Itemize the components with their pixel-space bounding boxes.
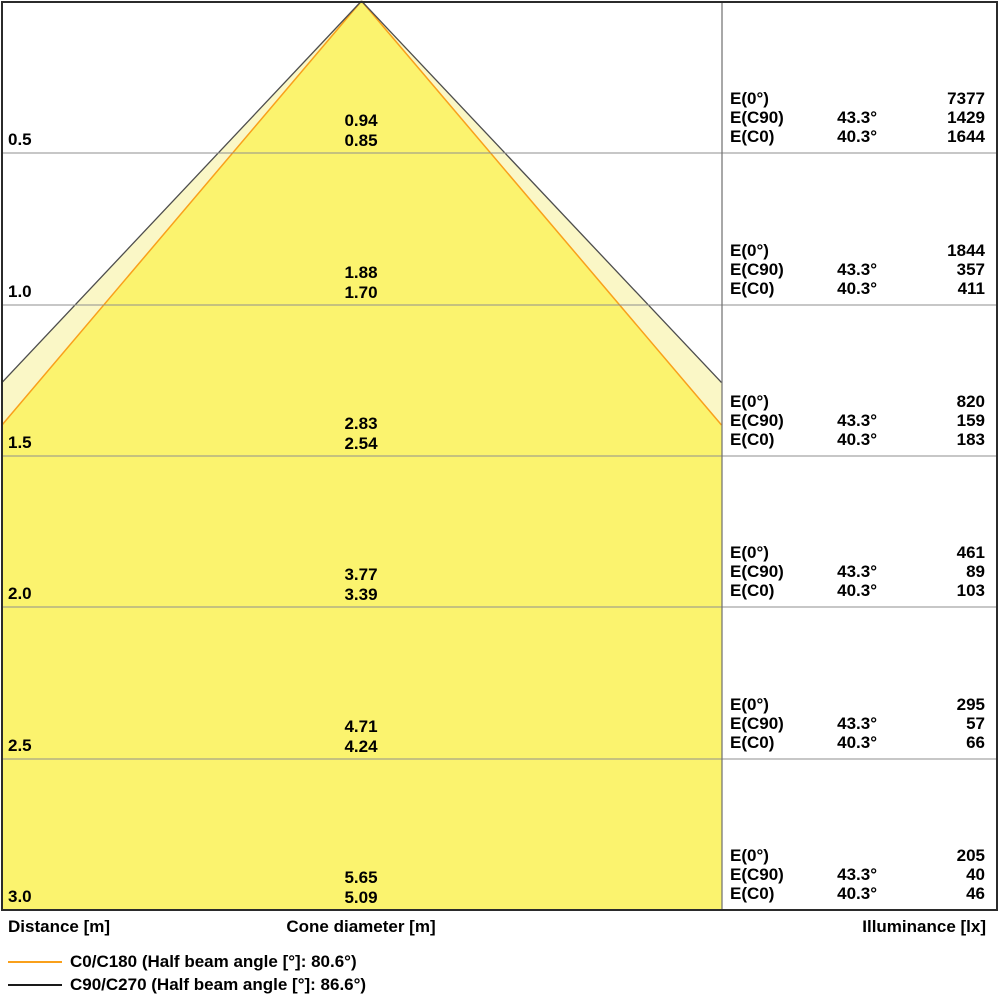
distance-tick: 1.0 xyxy=(8,282,32,301)
ec90-value: 1429 xyxy=(947,108,985,127)
ec0-label: E(C0) xyxy=(730,733,775,752)
ec0-value: 411 xyxy=(957,279,985,298)
e0-label: E(0°) xyxy=(730,392,769,411)
ec0-label: E(C0) xyxy=(730,279,775,298)
cone-inner-fill xyxy=(2,1,722,909)
ec0-label: E(C0) xyxy=(730,581,775,600)
ec0-angle: 40.3° xyxy=(837,127,877,146)
distance-tick: 2.0 xyxy=(8,584,32,603)
c90-line-swatch xyxy=(8,984,62,986)
cone-diameter-values: 0.94 0.85 xyxy=(236,111,486,150)
ec0-label: E(C0) xyxy=(730,430,775,449)
ec90-value: 357 xyxy=(956,260,985,279)
ec90-value: 159 xyxy=(956,411,985,430)
cone-diameter-c90: 2.83 xyxy=(344,414,378,433)
cone-diameter-values: 3.77 3.39 xyxy=(236,565,486,604)
cone-diameter-c0: 4.24 xyxy=(344,736,378,756)
ec90-angle: 43.3° xyxy=(837,865,877,884)
cone-diameter-c90: 4.71 xyxy=(344,717,378,736)
cone-diameter-c0: 3.39 xyxy=(344,584,378,604)
cone-diameter-values: 4.71 4.24 xyxy=(236,717,486,756)
ec90-angle: 43.3° xyxy=(837,411,877,430)
ec0-value: 66 xyxy=(966,733,985,752)
legend-label: C0/C180 (Half beam angle [°]: 80.6°) xyxy=(70,952,357,971)
illuminance-axis-title: Illuminance [lx] xyxy=(862,917,986,936)
ec0-value: 103 xyxy=(956,581,985,600)
ec90-angle: 43.3° xyxy=(837,260,877,279)
ec0-angle: 40.3° xyxy=(837,884,877,903)
cone-edge-c0-right xyxy=(360,0,723,426)
cone-diameter-c0: 0.85 xyxy=(344,130,378,150)
legend-label: C90/C270 (Half beam angle [°]: 86.6°) xyxy=(70,975,367,994)
ec0-value: 46 xyxy=(966,884,985,903)
ec90-angle: 43.3° xyxy=(837,562,877,581)
ec0-label: E(C0) xyxy=(730,884,775,903)
e0-value: 205 xyxy=(956,846,985,865)
illuminance-row: E(0°) 7377 E(C90) 43.3° 1429 E(C0) 40.3° 1644 xyxy=(730,89,985,147)
distance-axis-title: Distance [m] xyxy=(8,917,111,936)
ec0-label: E(C0) xyxy=(730,127,775,146)
c0-line-swatch xyxy=(8,961,62,963)
cone-diameter-c0: 2.54 xyxy=(344,433,378,453)
e0-value: 7377 xyxy=(947,89,985,108)
illuminance-row: E(0°) 295 E(C90) 43.3° 57 E(C0) 40.3° 66 xyxy=(730,695,985,753)
ec0-angle: 40.3° xyxy=(837,430,877,449)
cone-diameter-c90: 5.65 xyxy=(344,868,378,887)
cone-edge-c90-left xyxy=(1,0,362,383)
cone-edge-c90-right xyxy=(361,0,722,383)
e0-value: 1844 xyxy=(947,241,985,260)
ec90-label: E(C90) xyxy=(730,108,784,127)
illuminance-row: E(0°) 461 E(C90) 43.3° 89 E(C0) 40.3° 103 xyxy=(730,543,985,601)
cone-diameter-c90: 1.88 xyxy=(344,263,378,282)
ec90-label: E(C90) xyxy=(730,562,784,581)
cone-diameter-values: 5.65 5.09 xyxy=(236,868,486,907)
e0-label: E(0°) xyxy=(730,241,769,260)
chart-border xyxy=(1,1,998,911)
e0-label: E(0°) xyxy=(730,695,769,714)
ec90-angle: 43.3° xyxy=(837,714,877,733)
e0-value: 295 xyxy=(956,695,985,714)
ec0-value: 1644 xyxy=(947,127,985,146)
cone-diameter-c0: 5.09 xyxy=(344,887,378,907)
ec90-value: 57 xyxy=(966,714,985,733)
e0-label: E(0°) xyxy=(730,846,769,865)
e0-label: E(0°) xyxy=(730,89,769,108)
e0-label: E(0°) xyxy=(730,543,769,562)
illuminance-row: E(0°) 1844 E(C90) 43.3° 357 E(C0) 40.3° 411 xyxy=(730,241,985,299)
illuminance-row: E(0°) 820 E(C90) 43.3° 159 E(C0) 40.3° 183 xyxy=(730,392,985,450)
ec90-angle: 43.3° xyxy=(837,108,877,127)
ec90-label: E(C90) xyxy=(730,260,784,279)
ec0-value: 183 xyxy=(956,430,985,449)
ec90-value: 40 xyxy=(966,865,985,884)
ec0-angle: 40.3° xyxy=(837,733,877,752)
ec90-label: E(C90) xyxy=(730,714,784,733)
illuminance-row: E(0°) 205 E(C90) 43.3° 40 E(C0) 40.3° 46 xyxy=(730,846,985,904)
cone-diameter-c90: 3.77 xyxy=(344,565,378,584)
ec90-label: E(C90) xyxy=(730,411,784,430)
cone-diameter-c90: 0.94 xyxy=(344,111,378,130)
e0-value: 820 xyxy=(956,392,985,411)
distance-tick: 1.5 xyxy=(8,433,32,452)
cone-diameter-axis-title: Cone diameter [m] xyxy=(286,917,436,936)
cone-diameter-values: 2.83 2.54 xyxy=(236,414,486,453)
cone-edge-c0-left xyxy=(1,0,363,426)
distance-tick: 2.5 xyxy=(8,736,32,755)
ec0-angle: 40.3° xyxy=(837,279,877,298)
ec0-angle: 40.3° xyxy=(837,581,877,600)
distance-tick: 3.0 xyxy=(8,887,32,906)
ec90-value: 89 xyxy=(966,562,985,581)
gridlines xyxy=(2,152,997,760)
e0-value: 461 xyxy=(956,543,985,562)
cone-diameter-values: 1.88 1.70 xyxy=(236,263,486,302)
ec90-label: E(C90) xyxy=(730,865,784,884)
cone-diameter-c0: 1.70 xyxy=(344,282,378,302)
distance-tick: 0.5 xyxy=(8,130,32,149)
